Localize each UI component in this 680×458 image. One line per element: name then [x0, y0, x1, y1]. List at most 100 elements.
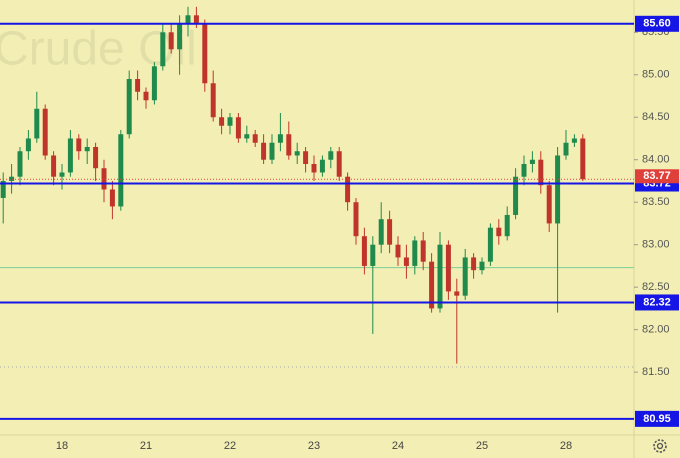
candle-body — [168, 32, 174, 50]
candle-body — [76, 138, 82, 152]
candle-body — [513, 176, 519, 215]
x-tick-label: 25 — [476, 440, 488, 452]
candle-body — [538, 159, 544, 186]
candle-body — [126, 79, 132, 135]
y-tick-label: 82.00 — [642, 324, 670, 336]
y-tick-label: 83.50 — [642, 196, 670, 208]
candle-body — [109, 189, 115, 207]
candle-body — [504, 214, 510, 237]
candle-body — [294, 151, 300, 156]
candle-body — [580, 138, 586, 180]
x-tick-label: 22 — [224, 440, 236, 452]
level-label: 82.32 — [643, 296, 671, 308]
candle-body — [387, 219, 393, 245]
candle-body — [42, 108, 48, 156]
current-price-box — [635, 169, 679, 184]
candle-body — [25, 138, 31, 152]
candle-body — [496, 227, 502, 237]
candle-body — [101, 168, 107, 190]
candle-body — [235, 117, 241, 139]
level-label-box — [635, 410, 679, 427]
candle-body — [93, 146, 99, 169]
candle-body — [286, 134, 292, 156]
candle-body — [227, 117, 233, 126]
candle-body — [378, 219, 384, 245]
candle-body — [9, 176, 15, 181]
candle-body — [571, 138, 577, 143]
level-label-box — [635, 294, 679, 311]
candle-body — [336, 151, 342, 177]
candle-body — [454, 291, 460, 296]
candle-body — [403, 257, 409, 266]
y-tick-label: 84.00 — [642, 154, 670, 166]
x-tick-label: 24 — [392, 440, 404, 452]
candle-body — [345, 176, 351, 203]
candle-body — [84, 146, 90, 152]
candle-body — [445, 244, 451, 292]
candle-body — [244, 134, 250, 139]
candle-body — [252, 134, 258, 143]
candle-body — [487, 227, 493, 262]
y-tick-label: 82.50 — [642, 281, 670, 293]
y-tick-label: 85.00 — [642, 69, 670, 81]
candle-body — [319, 159, 325, 173]
current-price-label: 83.77 — [643, 170, 671, 182]
candle-body — [118, 134, 124, 207]
candle-body — [437, 244, 443, 309]
y-tick-label: 83.00 — [642, 239, 670, 251]
candle-body — [429, 261, 435, 309]
candle-body — [202, 23, 208, 84]
candle-body — [328, 151, 334, 160]
candle-body — [34, 108, 40, 139]
candle-body — [395, 244, 401, 258]
gear-center[interactable] — [656, 442, 664, 450]
candle-body — [420, 240, 426, 262]
candle-body — [277, 134, 283, 143]
candle-body — [193, 15, 199, 24]
candle-body — [51, 155, 57, 177]
candle-body — [529, 159, 535, 164]
settings-icon[interactable] — [653, 439, 667, 453]
candle-body — [177, 23, 183, 50]
candle-body — [151, 66, 157, 101]
candle-body — [143, 91, 149, 101]
candle-body — [563, 142, 569, 156]
candle-body — [185, 15, 191, 24]
level-label-box — [635, 15, 679, 32]
level-label: 80.95 — [643, 413, 671, 425]
gear[interactable] — [653, 439, 667, 453]
candle-body — [311, 163, 317, 173]
y-tick-label: 81.50 — [642, 366, 670, 378]
y-tick-label: 84.50 — [642, 111, 670, 123]
candle-body — [412, 240, 418, 266]
x-tick-label: 23 — [308, 440, 320, 452]
candle-body — [303, 151, 309, 164]
candle-body — [546, 185, 552, 224]
candle-body — [269, 142, 275, 160]
candle-body — [0, 180, 6, 198]
level-label: 85.60 — [643, 18, 671, 30]
candle-body — [17, 151, 23, 177]
candle-body — [59, 172, 65, 177]
candle-body — [462, 257, 468, 296]
candle-body — [261, 142, 267, 160]
candle-body — [160, 32, 166, 67]
candle-body — [210, 83, 216, 118]
candle-body — [370, 244, 376, 266]
candle-body — [135, 79, 141, 92]
candle-body — [67, 138, 73, 173]
candle-body — [479, 261, 485, 271]
candle-body — [521, 163, 527, 177]
x-tick-label: 18 — [56, 440, 68, 452]
candle-body — [471, 257, 477, 271]
watermark: Crude Oil — [0, 23, 197, 76]
candle-body — [353, 202, 359, 237]
x-tick-label: 21 — [140, 440, 152, 452]
x-tick-label: 28 — [560, 440, 572, 452]
candle-body — [555, 155, 561, 224]
candle-body — [219, 117, 225, 126]
candle-body — [361, 236, 367, 266]
